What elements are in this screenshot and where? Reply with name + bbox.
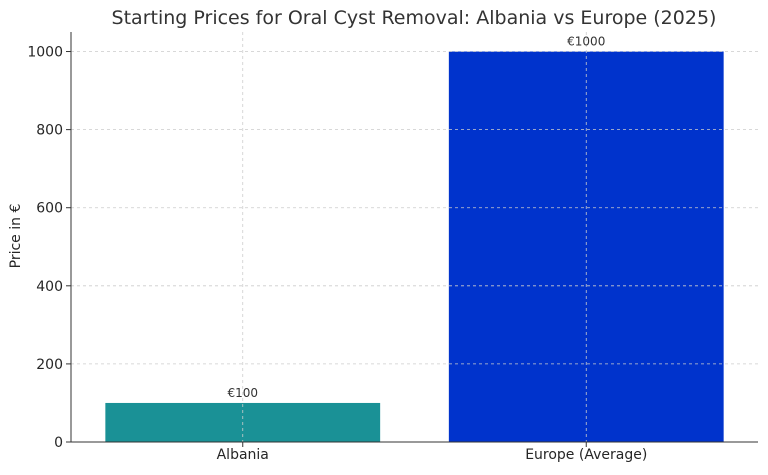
grid: [71, 51, 758, 443]
data-label: €100: [227, 386, 258, 400]
y-tick-label: 600: [36, 201, 63, 217]
y-tick-label: 400: [36, 279, 63, 295]
chart-title: Starting Prices for Oral Cyst Removal: A…: [112, 7, 717, 29]
data-label: €1000: [567, 35, 605, 49]
y-tick-label: 1000: [27, 45, 63, 61]
y-tick-label: 0: [54, 435, 63, 451]
axes: 0 200 400 600 800 1000 Albania Europe (Average): [27, 32, 758, 463]
y-axis-label: Price in €: [8, 204, 24, 269]
bars: [105, 51, 724, 443]
y-tick-label: 800: [36, 123, 63, 139]
data-labels: €100 €1000: [227, 35, 605, 400]
x-tick-label: Europe (Average): [525, 447, 647, 463]
x-gridlines: [242, 32, 587, 442]
x-tick-label: Albania: [217, 447, 269, 463]
y-tick-label: 200: [36, 357, 63, 373]
